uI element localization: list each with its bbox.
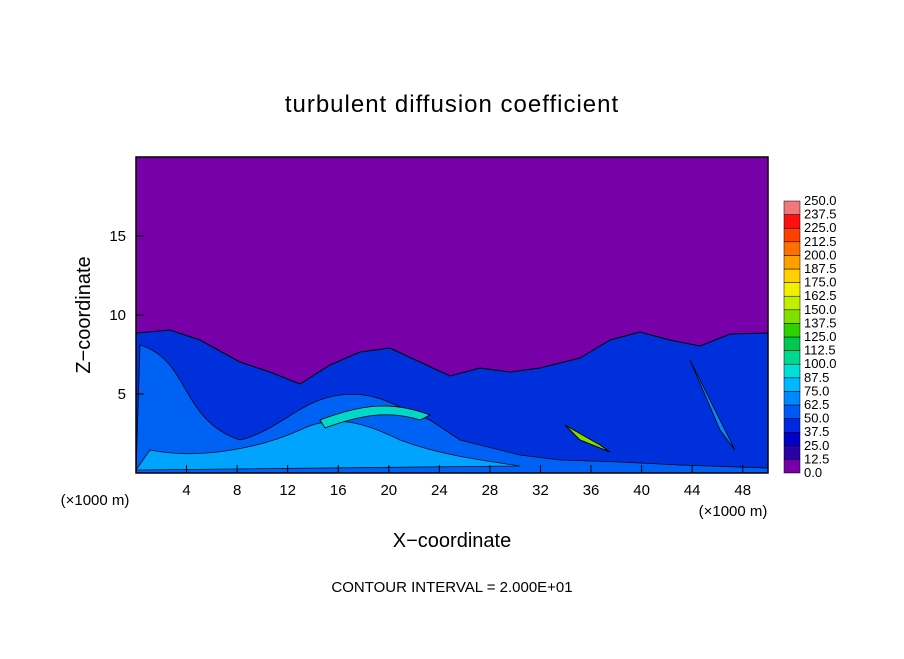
x-tick-label: 28 [482, 482, 499, 499]
colorbar-segment [783, 200, 801, 215]
x-tick-label: 20 [380, 482, 397, 499]
x-tick-label: 8 [233, 482, 241, 499]
colorbar-segment [783, 268, 801, 283]
x-axis-label: X−coordinate [393, 530, 511, 552]
field-region [135, 420, 521, 471]
colorbar-segment [783, 323, 801, 338]
y-tick-label: 10 [109, 307, 126, 324]
footer-note: CONTOUR INTERVAL = 2.000E+01 [331, 579, 572, 596]
y-axis-label: Z−coordinate [73, 256, 95, 373]
x-tick-label: 44 [684, 482, 701, 499]
colorbar-label: 112.5 [804, 343, 836, 358]
colorbar-label: 137.5 [804, 315, 837, 330]
colorbar-label: 150.0 [804, 302, 837, 317]
x-tick-label: 48 [734, 482, 751, 499]
colorbar-segment [783, 227, 801, 243]
colorbar-label: 162.5 [804, 288, 837, 303]
colorbar-label: 225.0 [804, 220, 837, 235]
colorbar-label: 212.5 [804, 234, 837, 249]
x-unit-label: (×1000 m) [699, 503, 768, 520]
field-streak [319, 405, 431, 429]
colorbar-label: 125.0 [804, 329, 837, 344]
colorbar-segment [783, 445, 801, 460]
colorbar-label: 0.0 [804, 465, 822, 480]
field [135, 157, 769, 474]
colorbar-label: 37.5 [804, 424, 829, 439]
colorbar-label: 12.5 [804, 451, 829, 466]
colorbar-label: 75.0 [804, 383, 829, 398]
colorbar-segment [783, 241, 801, 256]
colorbar-label: 200.0 [804, 247, 837, 262]
colorbar-segment [783, 431, 801, 447]
colorbar-label: 25.0 [804, 438, 829, 453]
colorbar-segment [783, 282, 801, 297]
y-tick-label: 15 [109, 228, 126, 245]
x-unit-label: (×1000 m) [61, 492, 130, 509]
colorbar-label: 250.0 [804, 193, 837, 208]
x-tick-label: 36 [583, 482, 600, 499]
colorbar-label: 62.5 [804, 397, 829, 412]
colorbar-segment [783, 377, 801, 392]
colorbar-segment [783, 214, 801, 229]
colorbar-segment [783, 295, 801, 311]
colorbar-segment [783, 404, 801, 419]
colorbar-segment [783, 350, 801, 365]
chart-title: turbulent diffusion coefficient [285, 91, 619, 118]
colorbar-label: 100.0 [804, 356, 837, 371]
colorbar-label: 50.0 [804, 411, 829, 426]
x-tick-label: 4 [182, 482, 190, 499]
colorbar-segment [783, 418, 801, 433]
colorbar-segment [783, 336, 801, 351]
colorbar-segment [783, 309, 801, 324]
x-tick-label: 40 [633, 482, 650, 499]
colorbar-segment [783, 459, 801, 474]
x-tick-label: 16 [330, 482, 347, 499]
y-tick-label: 5 [118, 386, 126, 403]
colorbar-label: 175.0 [804, 275, 837, 290]
field-streak [564, 424, 611, 453]
x-tick-label: 24 [431, 482, 448, 499]
colorbar-segment [783, 363, 801, 379]
colorbar-segment [783, 391, 801, 406]
x-tick-label: 12 [279, 482, 296, 499]
colorbar-label: 237.5 [804, 207, 837, 222]
colorbar-segment [783, 255, 801, 270]
x-tick-label: 32 [532, 482, 549, 499]
colorbar-label: 87.5 [804, 370, 829, 385]
colorbar-label: 187.5 [804, 261, 837, 276]
field-streak [689, 359, 736, 451]
